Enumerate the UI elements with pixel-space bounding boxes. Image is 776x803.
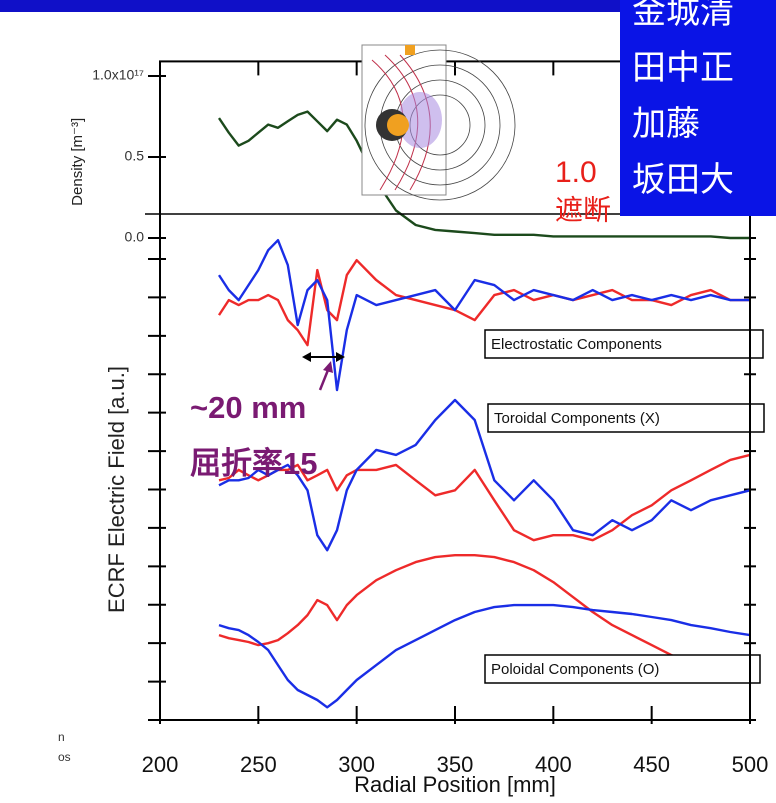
x-axis-label: Radial Position [mm] (354, 772, 556, 797)
annotation: ~20 mm (190, 390, 306, 425)
name: 坂田大 (632, 161, 734, 199)
name: 加藤 (632, 105, 700, 143)
y-tick-label: 0.5 (125, 148, 145, 164)
slide: 0.0 0.5 1.0x10¹⁷ Density [m⁻³] ECRF Electric… (0, 0, 776, 798)
y-axis-label: Density [m⁻³] (69, 118, 86, 206)
red-note: 遮断 (555, 194, 611, 225)
annotation: 屈折率15 (190, 446, 317, 481)
left-note: os (58, 750, 71, 764)
annotation-label: Poloidal Components (O) (491, 661, 659, 678)
x-tick-label: 500 (732, 752, 769, 777)
x-tick-label: 200 (142, 752, 179, 777)
y-axis-label: ECRF Electric Field [a.u.] (104, 366, 129, 613)
left-note: n (58, 730, 65, 744)
x-tick-label: 450 (633, 752, 670, 777)
y-tick-label: 1.0x10¹⁷ (92, 67, 144, 83)
name: 田中正 (632, 49, 734, 87)
red-note: 1.0 (555, 156, 597, 189)
y-tick-label: 0.0 (125, 229, 145, 245)
annotation-label: Toroidal Components (X) (494, 410, 660, 427)
x-tick-label: 250 (240, 752, 277, 777)
annotation-label: Electrostatic Components (491, 336, 662, 353)
name: 金城清 (632, 0, 734, 31)
